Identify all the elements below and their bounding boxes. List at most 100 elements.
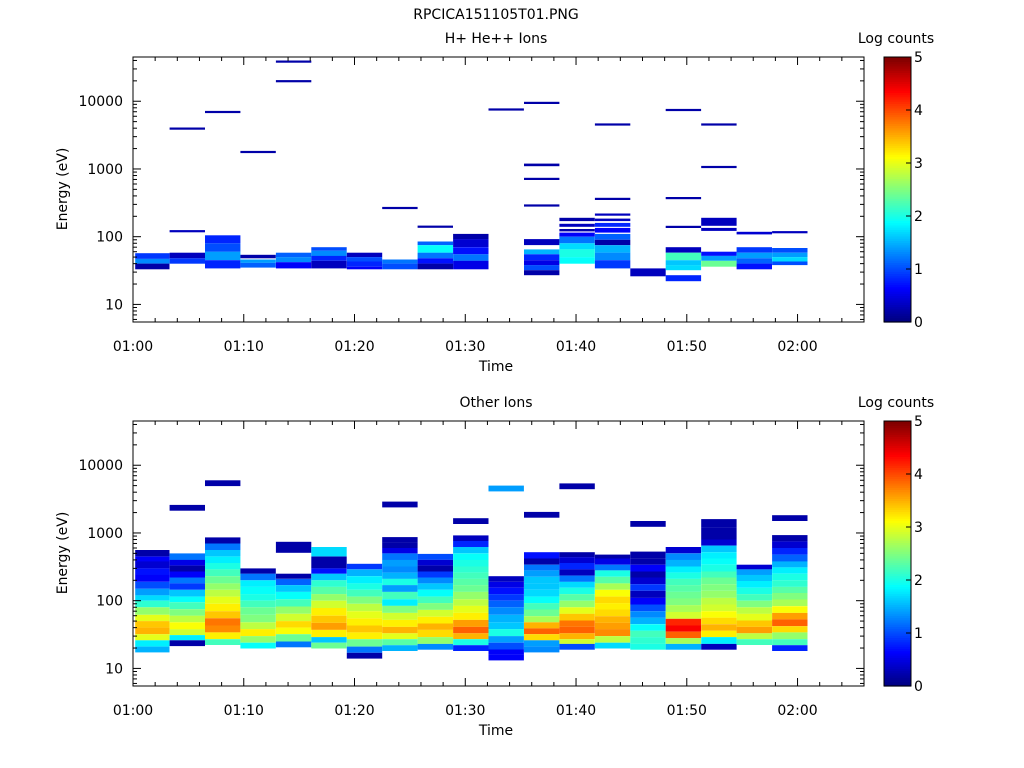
heatmap-cell xyxy=(135,634,170,641)
heatmap-cell xyxy=(736,564,772,570)
colorbar-segment xyxy=(884,282,911,286)
colorbar-segment xyxy=(884,216,911,219)
heatmap-cell xyxy=(559,236,595,244)
heatmap-cell xyxy=(275,541,312,547)
heatmap-cell xyxy=(701,251,737,256)
heatmap-cell xyxy=(701,624,737,631)
heatmap-cell xyxy=(275,641,312,648)
heatmap-cell xyxy=(346,569,383,577)
heatmap-cell xyxy=(275,613,312,622)
colorbar: 0 1 2 3 4 5 xyxy=(883,50,923,331)
heatmap-cell xyxy=(382,572,418,579)
heatmap-cell xyxy=(772,567,808,574)
heatmap-cell xyxy=(417,596,453,604)
heatmap-cell xyxy=(311,247,347,251)
heatmap-cell xyxy=(665,638,702,644)
colorbar-segment xyxy=(884,661,911,665)
heatmap-cell xyxy=(594,642,631,649)
heatmap-cell xyxy=(240,636,276,643)
axis-ticks: 01:00 01:10 01:20 01:30 01:40 01:50 02:00 10 100… xyxy=(78,421,864,719)
heatmap-cell xyxy=(665,197,702,200)
heatmap-cell xyxy=(665,631,702,639)
heatmap-cell xyxy=(736,633,772,640)
heatmap-cell xyxy=(417,623,453,630)
colorbar-segment xyxy=(884,557,911,561)
heatmap-cell xyxy=(701,611,737,618)
colorbar-segment xyxy=(884,275,911,279)
heatmap-cell xyxy=(701,617,737,625)
colorbar-segment xyxy=(884,575,911,579)
heatmap-cell xyxy=(701,604,737,612)
heatmap-cell xyxy=(169,571,205,578)
x-tick-label: 01:40 xyxy=(556,339,596,355)
heatmap-cell xyxy=(772,632,808,640)
colorbar-segment xyxy=(884,94,911,98)
colorbar-segment xyxy=(884,280,911,283)
colorbar-segment xyxy=(884,584,911,588)
colorbar-segment xyxy=(884,112,911,116)
heatmap-cell xyxy=(630,590,666,598)
heatmap-cell xyxy=(772,645,808,651)
heatmap-cell xyxy=(275,606,312,614)
colorbar-segment xyxy=(884,193,911,197)
heatmap-cell xyxy=(701,539,737,546)
colorbar-segment xyxy=(884,171,911,175)
heatmap-cell xyxy=(453,535,489,541)
y-tick-label: 1000 xyxy=(87,526,123,542)
colorbar-segment xyxy=(884,617,911,621)
heatmap-cell xyxy=(346,257,383,262)
colorbar-segment xyxy=(884,83,911,87)
heatmap-cell xyxy=(630,624,666,631)
heatmap-cell xyxy=(453,572,489,579)
heatmap-cell xyxy=(417,589,453,597)
heatmap-cells xyxy=(135,480,808,661)
heatmap-cell xyxy=(488,587,524,595)
colorbar-segment xyxy=(884,110,911,113)
x-tick-label: 01:30 xyxy=(445,339,485,355)
x-tick-label: 01:10 xyxy=(224,703,264,719)
colorbar-segment xyxy=(884,96,911,100)
colorbar-segment xyxy=(884,553,911,557)
heatmap-cell xyxy=(240,259,276,263)
heatmap-cell xyxy=(594,218,631,222)
heatmap-cell xyxy=(382,626,418,634)
heatmap-cell xyxy=(630,604,666,612)
colorbar-segment xyxy=(884,61,911,65)
colorbar-segment xyxy=(884,174,911,177)
colorbar-segment xyxy=(884,674,911,678)
colorbar-segment xyxy=(884,313,911,316)
heatmap-cell xyxy=(240,600,276,608)
heatmap-cell xyxy=(346,252,383,258)
colorbar-segment xyxy=(884,187,911,191)
x-axis-label: Time xyxy=(478,723,513,739)
colorbar-segment xyxy=(884,657,911,661)
colorbar-segment xyxy=(884,92,911,96)
heatmap-cell xyxy=(559,581,595,588)
colorbar-segment xyxy=(884,176,911,180)
colorbar-segment xyxy=(884,429,911,433)
colorbar-tick-label: 2 xyxy=(914,573,923,589)
heatmap-cell xyxy=(382,553,418,560)
heatmap-cell xyxy=(630,564,666,572)
heatmap-cell xyxy=(772,586,808,593)
heatmap-cell xyxy=(417,603,453,610)
heatmap-cell xyxy=(736,252,772,259)
heatmap-cell xyxy=(417,583,453,590)
heatmap-cell xyxy=(701,571,737,578)
heatmap-cell xyxy=(453,260,489,270)
heatmap-cell xyxy=(417,225,453,228)
colorbar-segment xyxy=(884,178,911,182)
heatmap-cell xyxy=(594,609,631,617)
heatmap-cell xyxy=(488,622,524,630)
colorbar-label: Log counts xyxy=(858,31,934,47)
x-tick-label: 01:00 xyxy=(113,339,153,355)
heatmap-cell xyxy=(524,609,560,617)
heatmap-cell xyxy=(524,239,560,246)
colorbar-segment xyxy=(884,202,911,206)
heatmap-cell xyxy=(559,633,595,640)
heatmap-cell xyxy=(240,586,276,595)
heatmap-cell xyxy=(701,597,737,605)
heatmap-cell xyxy=(665,605,702,612)
colorbar-segment xyxy=(884,500,911,504)
heatmap-cell xyxy=(453,541,489,547)
